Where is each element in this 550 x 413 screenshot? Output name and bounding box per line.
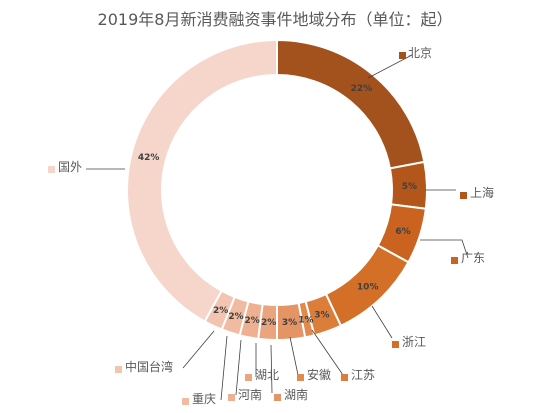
percent-label-2: 5%: [402, 182, 417, 192]
category-label-11: 中国台湾: [125, 359, 173, 374]
percent-label-10: 2%: [228, 312, 243, 322]
percent-label-4: 10%: [357, 283, 379, 293]
legend-marker-7: [274, 394, 281, 401]
legend-marker-12: [48, 166, 55, 173]
percent-label-7: 3%: [282, 318, 297, 328]
percent-labels-group: 22%5%6%10%3%1%3%2%2%2%2%42%: [138, 84, 417, 328]
category-label-6: 安徽: [307, 367, 331, 382]
legend-marker-1: [399, 52, 406, 59]
category-label-8: 湖北: [255, 367, 279, 382]
percent-label-8: 2%: [261, 318, 276, 328]
category-label-2: 上海: [470, 185, 494, 200]
leader-line-6: [289, 336, 299, 376]
slices-group: [126, 38, 428, 342]
legend-marker-4: [392, 341, 399, 348]
percent-label-3: 6%: [395, 227, 410, 237]
percent-label-12: 42%: [138, 153, 160, 163]
category-label-4: 浙江: [402, 335, 426, 349]
leader-line-10: [220, 335, 228, 401]
category-label-3: 广东: [461, 251, 485, 265]
category-label-1: 北京: [408, 46, 432, 60]
legend-marker-3: [451, 257, 458, 264]
percent-label-9: 2%: [245, 316, 260, 326]
legend-marker-5: [341, 374, 348, 381]
category-label-10: 重庆: [192, 392, 216, 406]
leader-line-5: [311, 329, 344, 376]
legend-marker-10: [182, 398, 189, 405]
category-label-9: 河南: [238, 387, 262, 402]
legend-marker-9: [228, 394, 235, 401]
slice-12: [126, 38, 278, 323]
percent-label-6: 1%: [298, 315, 313, 325]
legend-marker-8: [245, 374, 252, 381]
category-label-7: 湖南: [284, 387, 308, 402]
category-label-5: 江苏: [351, 368, 375, 382]
leader-line-4: [371, 305, 393, 339]
leader-line-11: [182, 330, 215, 369]
legend-marker-2: [460, 192, 467, 199]
leader-line-3: [420, 239, 469, 259]
leader-line-9: [235, 339, 242, 396]
percent-label-11: 2%: [213, 306, 228, 316]
legend-marker-6: [297, 374, 304, 381]
slice-1: [276, 38, 426, 170]
percent-label-5: 3%: [314, 311, 329, 321]
category-label-12: 国外: [58, 160, 82, 174]
percent-label-1: 22%: [351, 84, 373, 94]
chart-title: 2019年8月新消费融资事件地域分布（单位：起）: [97, 10, 453, 29]
leader-lines-group: [86, 54, 469, 401]
legend-marker-11: [115, 366, 122, 373]
leader-line-7: [270, 344, 273, 394]
